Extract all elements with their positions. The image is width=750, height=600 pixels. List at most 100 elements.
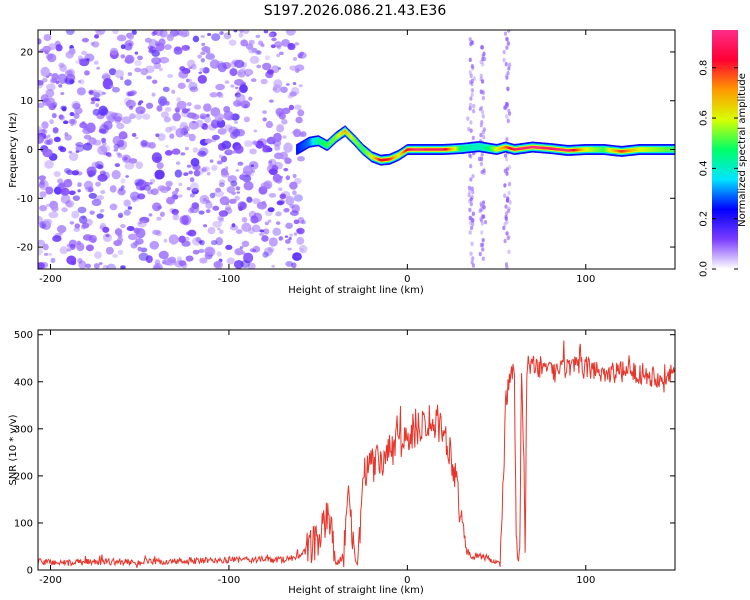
spectrogram-noise-blob <box>154 174 163 180</box>
spectrogram-noise-blob <box>89 210 95 215</box>
spectrogram-noise-blob <box>133 227 141 234</box>
spectrogram-noise-blob <box>162 86 170 93</box>
spectrogram-noise-blob <box>164 106 172 112</box>
spectrogram-noise-blob <box>183 172 189 177</box>
spectrogram-noise-blob <box>294 42 300 46</box>
spectrogram-noise-blob <box>181 108 189 114</box>
spectrogram-noise-blob <box>94 34 99 39</box>
spectrogram-noise-blob <box>240 260 250 268</box>
spectrogram-noise-blob <box>162 257 173 266</box>
spectrogram-streak-blob <box>505 211 509 216</box>
spectrogram-data <box>38 30 675 269</box>
spectrogram-noise-blob <box>198 248 205 253</box>
spectrogram-streak-blob <box>479 216 483 221</box>
spectrogram-noise-blob <box>263 247 273 257</box>
spectrogram-noise-blob <box>255 140 264 149</box>
spectrogram-streak-blob <box>503 31 508 36</box>
spectrogram-noise-blob <box>117 153 123 159</box>
spectrogram-noise-blob <box>96 164 104 169</box>
spectrogram-noise-blob <box>275 221 281 225</box>
spectrogram-noise-blob <box>293 232 298 236</box>
spectrogram-streak-blob <box>505 101 509 107</box>
spectrogram-noise-blob <box>56 225 67 234</box>
spectrogram-noise-blob <box>232 128 241 137</box>
spectrogram-noise-blob <box>51 72 59 81</box>
spectrogram-noise-blob <box>262 145 272 153</box>
spectrogram-noise-blob <box>137 246 143 252</box>
spectrogram-noise-blob <box>195 119 204 128</box>
spectrogram-streak-blob <box>469 201 473 207</box>
spectrogram-noise-blob <box>60 187 70 196</box>
spectrogram-noise-blob <box>73 227 81 232</box>
colorbar-tick-label: 0.6 <box>699 110 710 126</box>
spectrogram-noise-blob <box>283 167 289 172</box>
spectrogram-noise-blob <box>60 194 71 204</box>
spectrogram-noise-blob <box>158 56 170 64</box>
spectrogram-noise-blob <box>171 89 176 94</box>
spectrogram-streak-blob <box>481 237 485 243</box>
spectrogram-streak-blob <box>503 105 507 110</box>
spectrogram-streak-blob <box>466 116 470 121</box>
spectrogram-noise-blob <box>244 140 253 147</box>
chart-title: S197.2026.086.21.43.E36 <box>264 3 447 19</box>
snr-ylabel: SNR (10 * v/v) <box>8 414 19 485</box>
spectrogram-noise-blob <box>42 218 53 226</box>
spectrogram-streak-blob <box>507 181 512 187</box>
spectrogram-streak-blob <box>468 102 473 108</box>
spectrogram-streak-blob <box>503 238 507 244</box>
spectrogram-noise-blob <box>48 253 53 256</box>
spectrogram-noise-blob <box>235 169 240 172</box>
spectrogram-noise-blob <box>91 89 98 95</box>
spectrogram-noise-blob <box>218 154 223 159</box>
spectrogram-noise-blob <box>297 216 305 224</box>
spectrogram-noise-blob <box>215 187 222 193</box>
spectrogram-noise-blob <box>165 126 172 133</box>
spectrogram-noise-blob <box>188 133 196 142</box>
spectrogram-noise-blob <box>250 164 254 168</box>
spectrogram-noise-blob <box>234 86 239 90</box>
spectrogram-noise-blob <box>187 108 191 112</box>
spectrogram-noise-blob <box>265 120 274 129</box>
spectrogram-noise-blob <box>272 227 281 236</box>
spectrogram-noise-blob <box>75 150 80 153</box>
spectrogram-streak-blob <box>479 156 484 162</box>
spectrogram-noise-blob <box>117 249 124 256</box>
spectrogram-noise-blob <box>109 185 117 193</box>
spectrogram-noise-blob <box>298 84 303 88</box>
spectrogram-noise-blob <box>211 33 221 41</box>
spectrogram-noise-blob <box>285 30 296 36</box>
spectrogram-noise-blob <box>135 161 143 170</box>
spectrogram-streak-blob <box>471 173 475 179</box>
spectrogram-noise-blob <box>248 96 253 101</box>
spectrogram-streak-blob <box>480 119 484 125</box>
spectrogram-noise-blob <box>55 80 60 85</box>
spectrogram-noise-blob <box>220 155 228 163</box>
spectrogram-noise-blob <box>155 133 160 138</box>
spectrogram-noise-blob <box>225 204 232 211</box>
snr-xtick-label: -200 <box>39 575 62 586</box>
spectrogram-noise-blob <box>190 157 200 167</box>
spectrogram-noise-blob <box>133 240 140 247</box>
spectrogram-streak-blob <box>504 204 508 209</box>
spectrogram-noise-blob <box>38 79 44 86</box>
spectrogram-noise-blob <box>177 194 183 198</box>
spectrogram-noise-blob <box>278 235 284 241</box>
spectrogram-noise-blob <box>289 65 298 71</box>
spectrogram-noise-blob <box>206 172 211 176</box>
spectrogram-noise-blob <box>97 145 108 155</box>
spectrogram-noise-blob <box>101 91 106 95</box>
spectrogram-noise-blob <box>211 164 218 171</box>
spectrogram-noise-blob <box>225 166 229 170</box>
spectrogram-noise-blob <box>278 112 286 120</box>
spectrogram-noise-blob <box>184 146 189 151</box>
spectrogram-streak-blob <box>467 185 472 190</box>
spectrogram-noise-blob <box>238 206 244 212</box>
spectrogram-noise-blob <box>251 47 258 53</box>
spectrogram-noise-blob <box>296 227 305 235</box>
spectrogram-streak-blob <box>505 198 509 203</box>
spectrogram-noise-blob <box>151 92 156 97</box>
spectrogram-noise-blob <box>217 128 227 135</box>
spectrogram-noise-blob <box>169 133 175 139</box>
